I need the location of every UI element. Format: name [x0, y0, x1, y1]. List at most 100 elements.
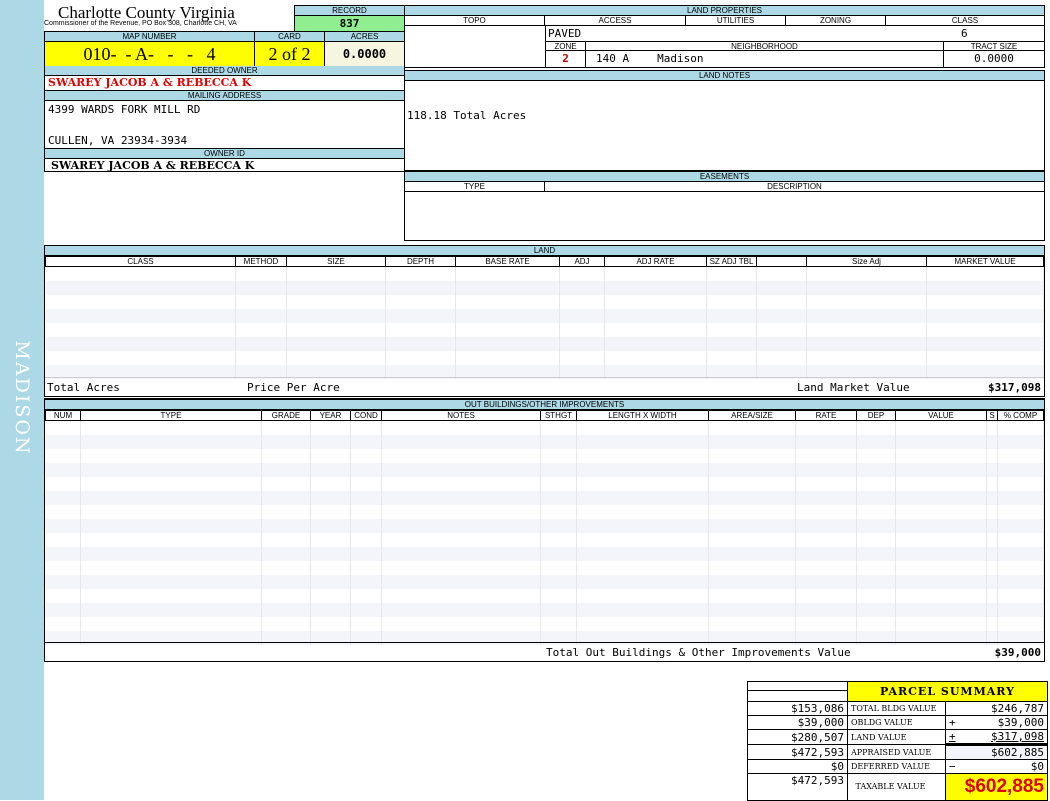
access-label: ACCESS [545, 16, 686, 25]
class-label: CLASS [951, 16, 979, 25]
outbuildings-cell [856, 616, 896, 631]
outbuildings-cell [576, 448, 709, 463]
land-cell [235, 308, 287, 323]
page-title: Charlotte County Virginia [58, 3, 235, 22]
land-cell [559, 266, 605, 281]
outbuildings-cell [708, 476, 796, 491]
land-cell [926, 322, 1044, 337]
outbuildings-cell [576, 518, 709, 533]
outbuildings-cell [381, 602, 541, 617]
outbuildings-cell [45, 462, 81, 477]
outbuildings-cell [708, 616, 796, 631]
outbuildings-cell [895, 532, 987, 547]
land-cell [45, 322, 236, 337]
land-column-header: CLASS [45, 256, 236, 267]
land-cell [926, 308, 1044, 323]
outbuildings-cell [261, 420, 311, 435]
record-label: RECORD [295, 6, 404, 16]
card-label: CARD [255, 32, 324, 42]
acres-value: 0.0000 [325, 42, 404, 66]
taxable-prior-value: $472,593 [747, 773, 848, 801]
outbuildings-cell [856, 588, 896, 603]
outbuildings-cell [708, 588, 796, 603]
outbuildings-row [45, 602, 1044, 617]
outbuildings-cell [381, 546, 541, 561]
outbuildings-column-header: VALUE [895, 410, 987, 421]
outbuildings-cell [350, 574, 382, 589]
address-line-1: 4399 WARDS FORK MILL RD [48, 103, 201, 116]
outbuildings-row [45, 504, 1044, 519]
outbuildings-column-header: RATE [795, 410, 857, 421]
land-cell [604, 294, 707, 309]
outbuildings-cell [540, 476, 577, 491]
outbuildings-cell [576, 462, 709, 477]
outbuildings-cell [856, 448, 896, 463]
outbuildings-cell [350, 490, 382, 505]
outbuildings-cell [310, 574, 351, 589]
outbuildings-cell [895, 630, 987, 645]
land-cell [706, 336, 757, 351]
land-cell [45, 336, 236, 351]
outbuildings-row [45, 434, 1044, 449]
outbuildings-cell [997, 420, 1044, 435]
summary-row: $39,000 OBLDG VALUE + $39,000 [747, 715, 1048, 730]
outbuildings-cell [381, 588, 541, 603]
summary-row: $153,086 TOTAL BLDG VALUE $246,787 [747, 701, 1048, 716]
taxable-value: $602,885 [945, 773, 1048, 801]
outbuildings-cell [576, 490, 709, 505]
outbuildings-cell [80, 504, 262, 519]
land-cell [385, 266, 456, 281]
summary-sign [945, 743, 960, 760]
outbuildings-row [45, 588, 1044, 603]
outbuildings-cell [895, 462, 987, 477]
outbuildings-cell [576, 420, 709, 435]
summary-sign: − [945, 759, 960, 774]
outbuildings-cell [540, 518, 577, 533]
outbuildings-cell [381, 560, 541, 575]
land-cell [235, 266, 287, 281]
outbuildings-cell [997, 476, 1044, 491]
outbuildings-cell [986, 588, 998, 603]
outbuildings-cell [45, 630, 81, 645]
outbuildings-cell [986, 504, 998, 519]
outbuildings-cell [856, 462, 896, 477]
land-cell [806, 308, 927, 323]
land-cell [286, 280, 386, 295]
outbuildings-cell [381, 574, 541, 589]
outbuildings-cell [576, 476, 709, 491]
outbuildings-cell [45, 434, 81, 449]
outbuildings-cell [45, 420, 81, 435]
outbuildings-column-header: YEAR [310, 410, 351, 421]
outbuildings-cell [795, 616, 857, 631]
outbuildings-cell [708, 602, 796, 617]
outbuildings-cell [540, 462, 577, 477]
land-cell [559, 280, 605, 295]
outbuildings-column-header: COND [350, 410, 382, 421]
outbuildings-cell [381, 448, 541, 463]
outbuildings-cell [708, 560, 796, 575]
map-number: 010- - A- - - 4 [45, 42, 254, 66]
zoning-label: ZONING [786, 16, 886, 25]
land-cell [926, 266, 1044, 281]
outbuildings-cell [381, 476, 541, 491]
outbuildings-cell [310, 476, 351, 491]
land-cell [706, 350, 757, 365]
outbuildings-totals-row: Total Out Buildings & Other Improvements… [45, 642, 1044, 661]
outbuildings-cell [350, 616, 382, 631]
land-row [45, 266, 1044, 281]
land-column-header: DEPTH [385, 256, 456, 267]
outbuildings-cell [261, 560, 311, 575]
outbuildings-cell [895, 546, 987, 561]
outbuildings-cell [310, 532, 351, 547]
outbuildings-cell [540, 490, 577, 505]
land-cell [604, 322, 707, 337]
outbuildings-cell [895, 518, 987, 533]
address-line-2: CULLEN, VA 23934-3934 [48, 134, 188, 147]
outbuildings-column-header: AREA/SIZE [708, 410, 796, 421]
outbuildings-row [45, 630, 1044, 645]
outbuildings-cell [80, 574, 262, 589]
land-cell [756, 308, 807, 323]
land-row [45, 322, 1044, 337]
summary-value: $317,098 [959, 729, 1048, 745]
land-cell [806, 294, 927, 309]
